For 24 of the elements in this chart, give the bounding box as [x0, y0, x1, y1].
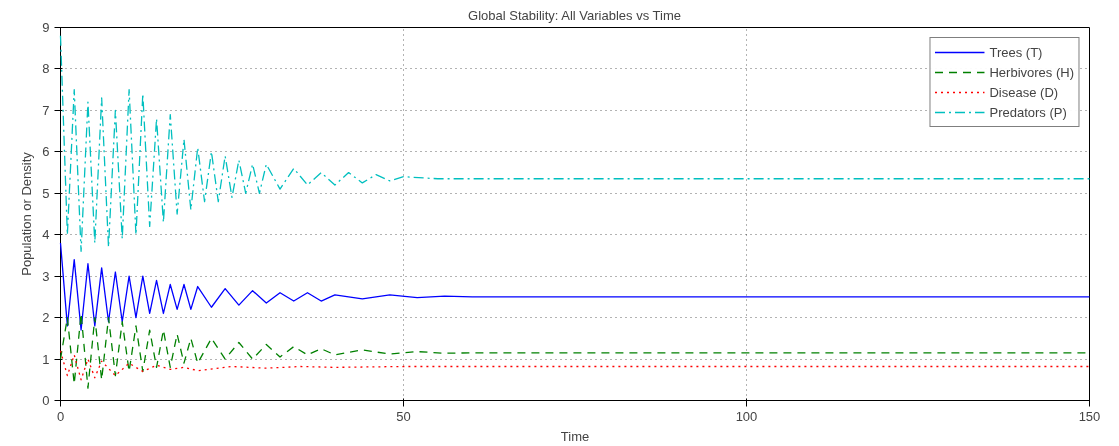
x-tick-label: 150 [1078, 408, 1101, 424]
y-tick-label: 8 [42, 61, 50, 77]
line-series [59, 35, 1091, 252]
y-tick-label: 7 [42, 102, 50, 118]
legend-label: Disease (D) [989, 84, 1059, 100]
x-axis-title: Time [560, 428, 590, 444]
line-series [59, 242, 1091, 331]
y-tick-label: 0 [42, 393, 50, 408]
y-tick-label: 3 [42, 268, 50, 284]
legend-label: Predators (P) [989, 104, 1067, 120]
line-series [59, 350, 1091, 381]
y-tick-label: 2 [42, 310, 50, 326]
legend-label: Herbivores (H) [989, 64, 1074, 80]
legend-label: Trees (T) [989, 44, 1043, 60]
x-tick-label: 50 [396, 408, 411, 424]
x-tick-label: 0 [56, 408, 65, 424]
y-tick-label: 1 [42, 351, 50, 367]
y-tick-label: 6 [42, 144, 50, 160]
y-tick-label: 5 [42, 185, 50, 201]
y-tick-label: 9 [42, 20, 50, 35]
x-tick-label: 100 [735, 408, 758, 424]
y-tick-label: 4 [42, 227, 50, 243]
y-axis-title: Population or Density [19, 151, 35, 276]
chart-title: Global Stability: All Variables vs Time [468, 7, 681, 23]
